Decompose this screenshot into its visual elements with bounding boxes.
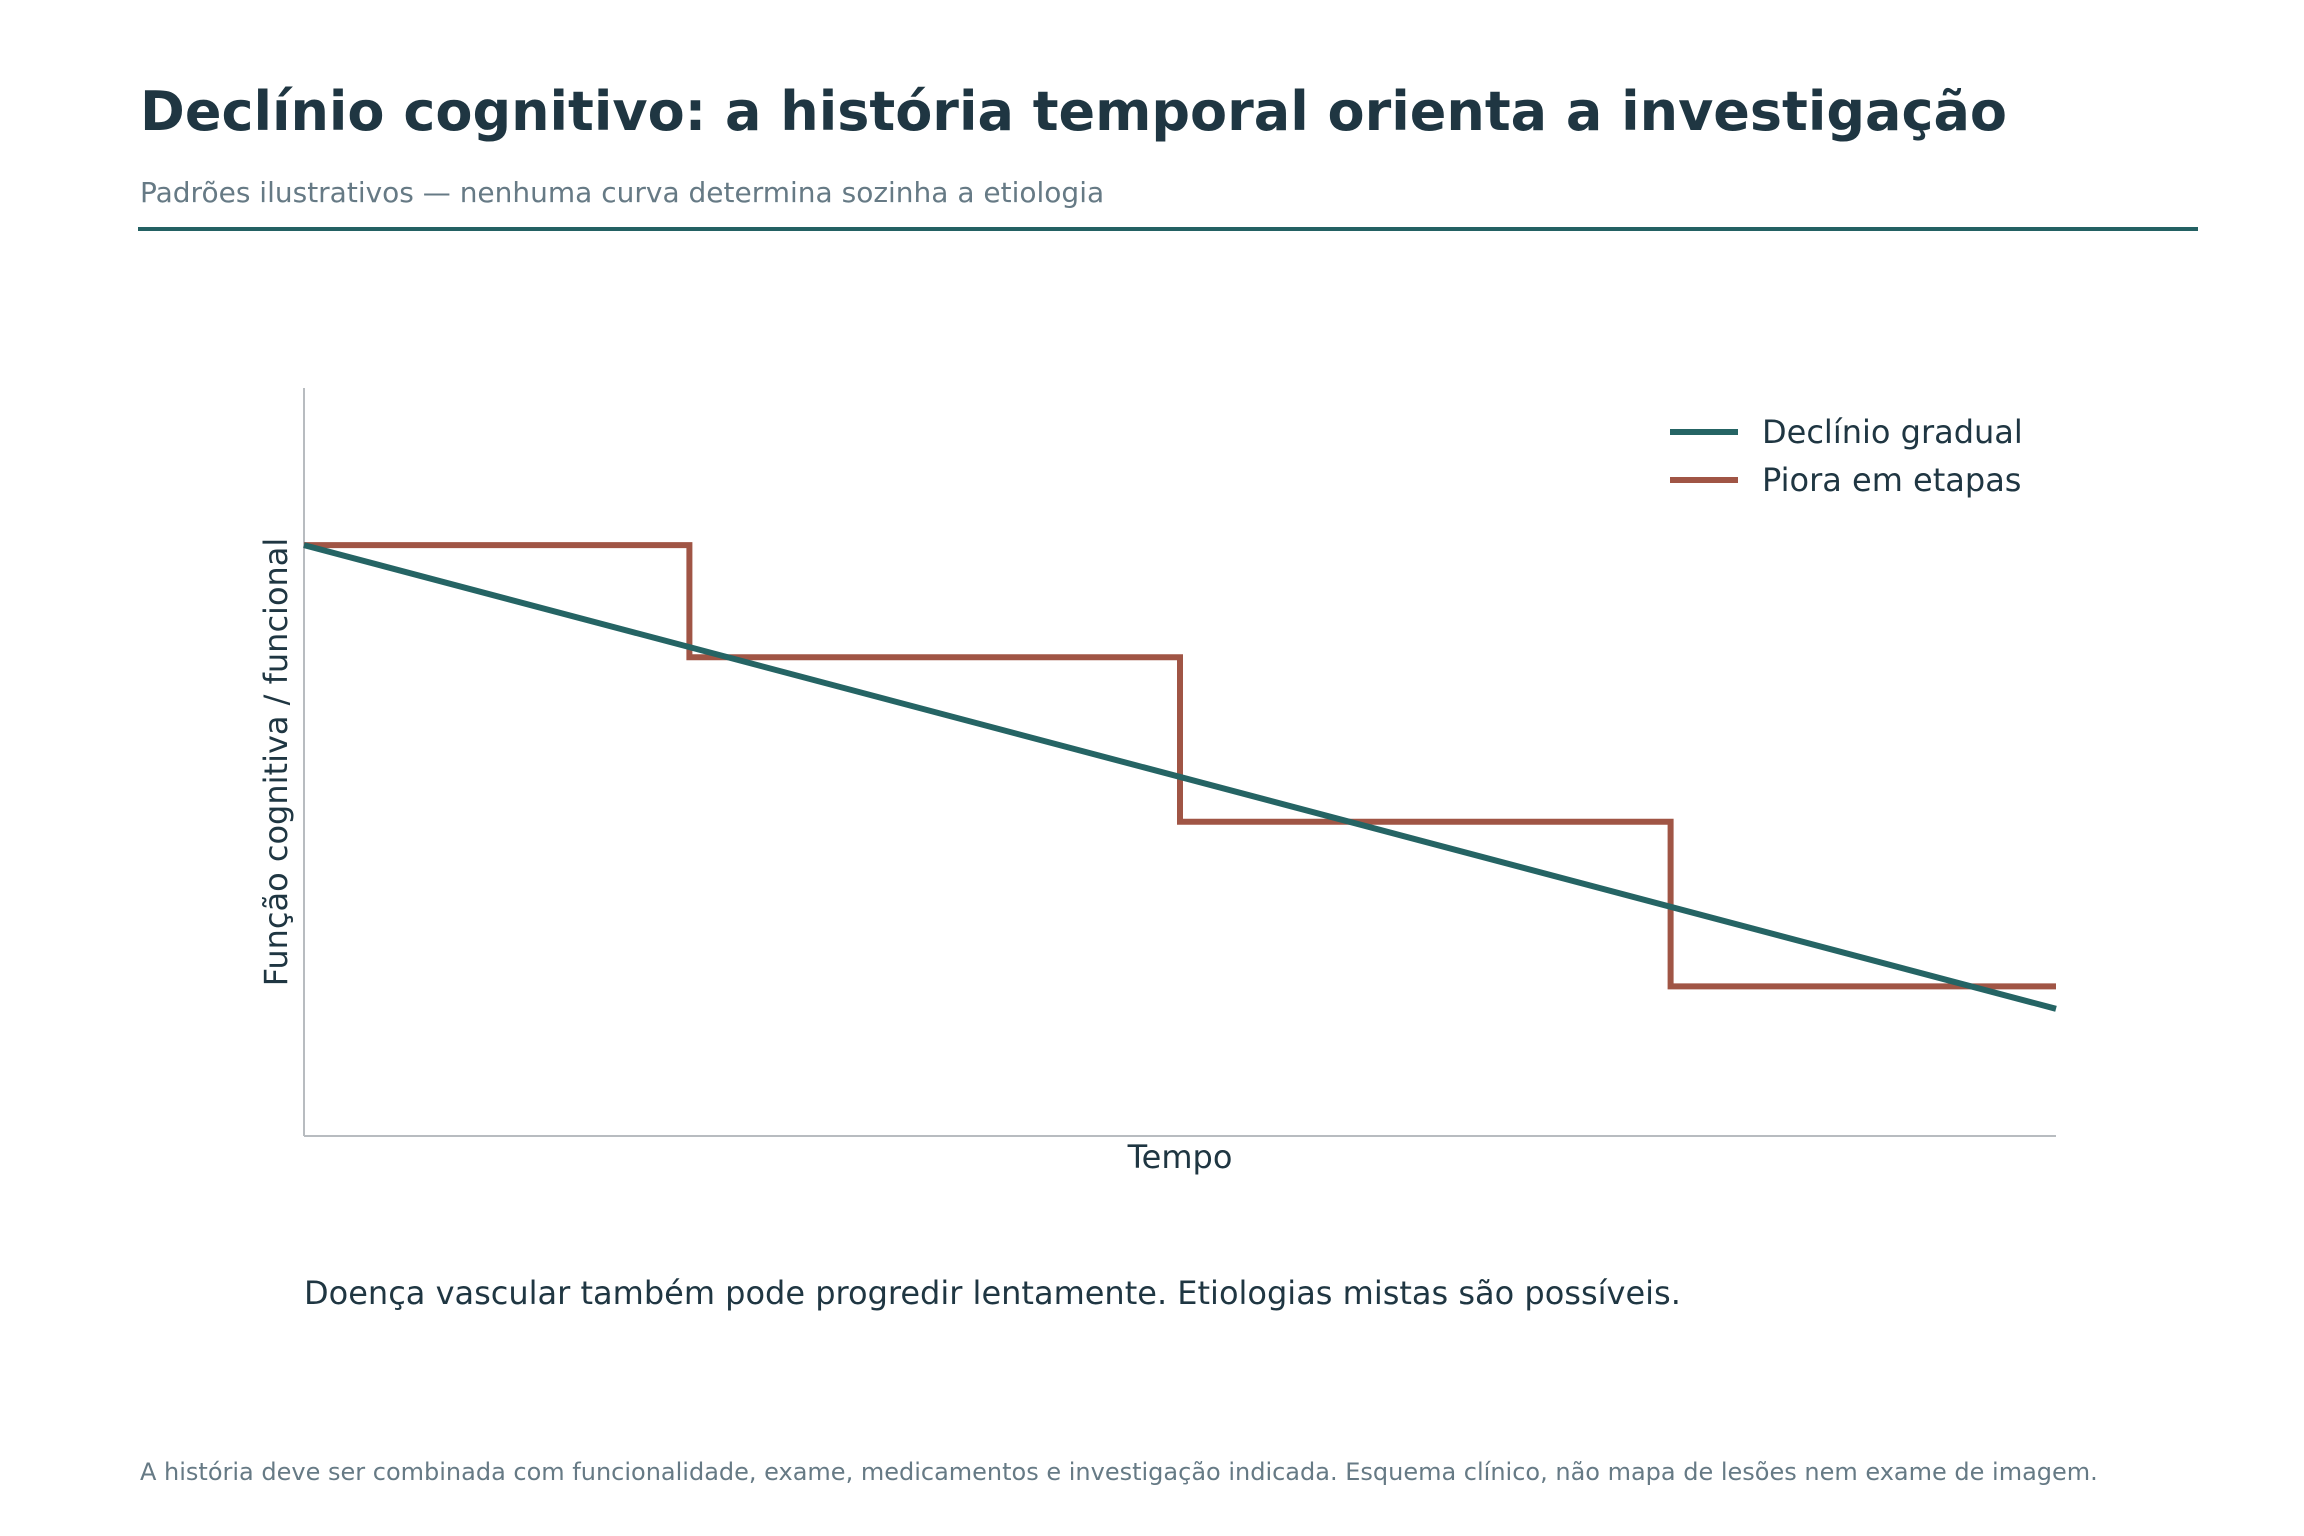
header-divider	[138, 227, 2198, 231]
page-subtitle: Padrões ilustrativos — nenhuma curva det…	[140, 176, 1105, 209]
series-line-steps	[304, 542, 2056, 990]
series-line-gradual	[303, 542, 2057, 1012]
page-title: Declínio cognitivo: a história temporal …	[140, 80, 2008, 143]
legend: Declínio gradual Piora em etapas	[1670, 413, 2023, 499]
series-layer	[303, 542, 2057, 1012]
footer-note: A história deve ser combinada com funcio…	[140, 1458, 2098, 1486]
legend-label-steps: Piora em etapas	[1762, 461, 2021, 499]
legend-label-gradual: Declínio gradual	[1762, 413, 2023, 451]
chart-note: Doença vascular também pode progredir le…	[304, 1274, 1681, 1312]
x-axis-label: Tempo	[1127, 1138, 1233, 1176]
y-axis-label: Função cognitiva / funcional	[257, 538, 295, 987]
